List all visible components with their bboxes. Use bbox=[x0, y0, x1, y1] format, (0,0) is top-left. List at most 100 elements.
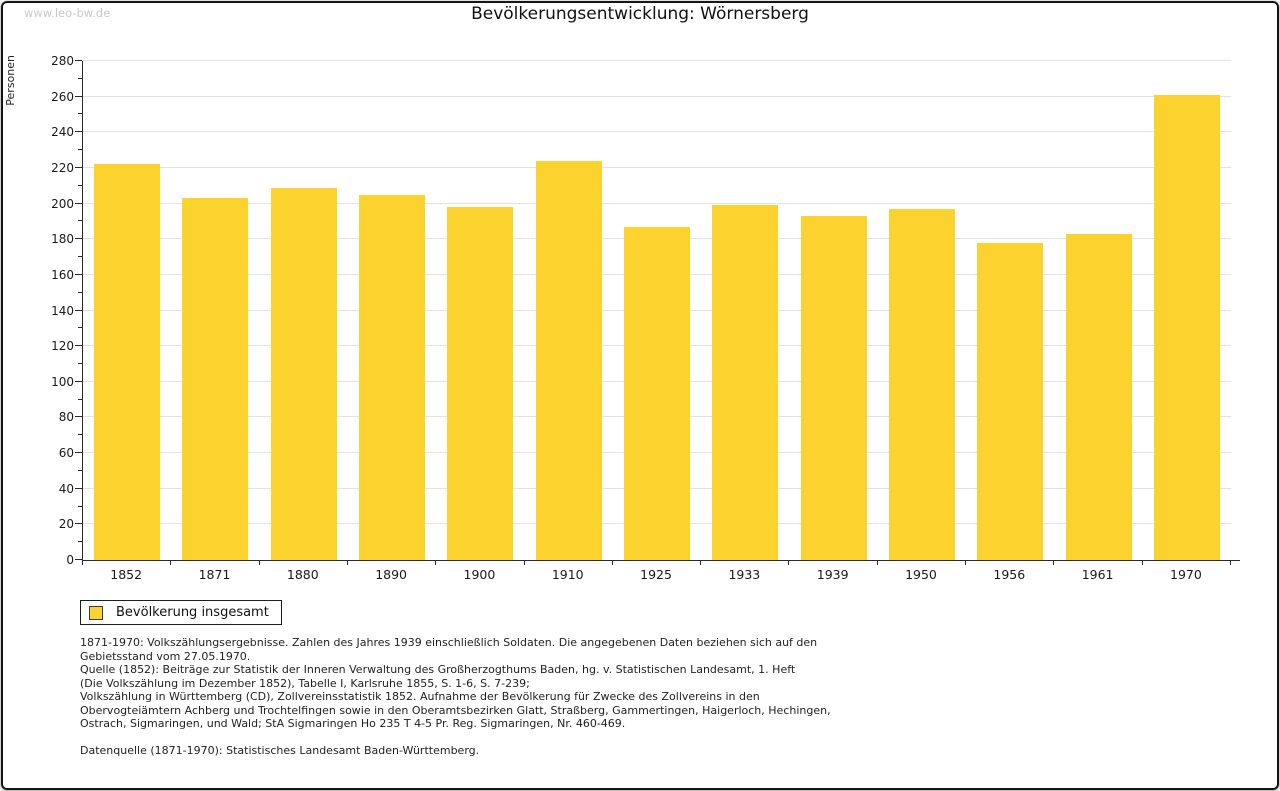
bar bbox=[800, 216, 867, 560]
bar bbox=[94, 164, 161, 560]
y-tick bbox=[75, 523, 82, 525]
x-tick bbox=[82, 561, 83, 565]
x-axis-ticks bbox=[82, 561, 1231, 566]
bar-slot bbox=[83, 61, 171, 560]
legend-swatch-icon bbox=[89, 605, 103, 620]
y-tick bbox=[78, 362, 82, 364]
x-tick-label: 1939 bbox=[816, 567, 849, 582]
y-tick bbox=[78, 256, 82, 258]
gridline bbox=[83, 131, 1231, 133]
y-tick bbox=[75, 416, 82, 418]
y-tick bbox=[78, 327, 82, 329]
y-tick bbox=[78, 505, 82, 507]
y-tick-label: 120 bbox=[51, 339, 74, 354]
x-tick-label: 1933 bbox=[728, 567, 761, 582]
x-tick bbox=[1053, 561, 1055, 565]
bar bbox=[182, 198, 249, 560]
bar bbox=[712, 205, 779, 560]
datasource-line: Datenquelle (1871-1970): Statistisches L… bbox=[80, 744, 480, 757]
y-tick bbox=[75, 273, 82, 275]
x-tick bbox=[346, 561, 348, 565]
y-tick-label: 240 bbox=[51, 125, 74, 140]
y-tick bbox=[78, 77, 82, 79]
footnote-line: Quelle (1852): Beiträge zur Statistik de… bbox=[80, 663, 796, 676]
y-tick bbox=[75, 309, 82, 311]
footnote-line: Obervogteiämtern Achberg und Trochtelfin… bbox=[80, 703, 831, 717]
x-tick bbox=[700, 561, 702, 565]
y-tick bbox=[75, 238, 82, 240]
x-tick bbox=[258, 561, 260, 565]
bar bbox=[624, 226, 691, 560]
bar bbox=[359, 194, 426, 560]
x-axis-line bbox=[82, 560, 1240, 561]
bar-slot bbox=[790, 61, 878, 560]
y-tick-label: 280 bbox=[51, 54, 74, 68]
bar-slot bbox=[613, 61, 701, 560]
x-tick bbox=[1230, 561, 1231, 565]
y-tick bbox=[78, 184, 82, 186]
chart-title: Bevölkerungsentwicklung: Wörnersberg bbox=[471, 4, 809, 24]
x-tick bbox=[876, 561, 878, 565]
footnote-line: Ostrach, Sigmaringen, und Wald; StA Sigm… bbox=[80, 717, 626, 730]
y-tick bbox=[75, 95, 82, 97]
bar-slot bbox=[701, 61, 789, 560]
y-tick bbox=[78, 541, 82, 543]
bar-slot bbox=[966, 61, 1054, 560]
bar-slot bbox=[1143, 61, 1231, 560]
y-tick bbox=[75, 166, 82, 168]
y-tick bbox=[78, 291, 82, 293]
y-tick-label: 40 bbox=[58, 481, 74, 496]
bar-slot bbox=[348, 61, 436, 560]
y-tick-label: 60 bbox=[58, 446, 74, 461]
x-tick bbox=[435, 561, 437, 565]
y-tick-label: 0 bbox=[66, 553, 74, 567]
y-axis-title: Personen bbox=[4, 55, 17, 106]
bar-slot bbox=[878, 61, 966, 560]
y-tick bbox=[78, 220, 82, 222]
watermark: www.leo-bw.de bbox=[24, 6, 111, 20]
footnote-line: Volkszählung in Württemberg (CD), Zollve… bbox=[80, 690, 760, 703]
bar bbox=[270, 187, 337, 560]
y-tick bbox=[78, 469, 82, 471]
x-axis-labels: 1852 1871 1880 1890 1900 1910 1925 1933 1939 1950… bbox=[82, 567, 1230, 582]
y-axis-ticks bbox=[75, 60, 82, 560]
gridline bbox=[83, 202, 1231, 204]
y-tick bbox=[75, 487, 82, 489]
x-tick-label: 1925 bbox=[640, 567, 672, 582]
x-tick-label: 1910 bbox=[551, 567, 584, 582]
y-tick bbox=[78, 434, 82, 436]
x-tick-label: 1880 bbox=[286, 567, 319, 582]
x-tick-label: 1956 bbox=[993, 567, 1026, 582]
bar bbox=[535, 160, 602, 560]
x-tick-label: 1970 bbox=[1170, 567, 1202, 582]
y-tick bbox=[75, 60, 82, 61]
y-tick bbox=[75, 380, 82, 382]
legend-label: Bevölkerung insgesamt bbox=[116, 605, 269, 620]
x-tick bbox=[611, 561, 613, 565]
gridline bbox=[83, 95, 1231, 97]
y-tick bbox=[75, 559, 82, 560]
y-tick bbox=[75, 202, 82, 204]
footnote-line: (Die Volkszählung im Dezember 1852), Tab… bbox=[80, 676, 530, 690]
x-tick bbox=[788, 561, 790, 565]
x-tick-label: 1890 bbox=[375, 567, 407, 582]
x-tick bbox=[170, 561, 172, 565]
y-tick-label: 260 bbox=[51, 89, 74, 104]
x-tick bbox=[523, 561, 525, 565]
gridline bbox=[83, 60, 1231, 61]
bar bbox=[977, 242, 1044, 560]
y-tick bbox=[75, 345, 82, 347]
bar-slot bbox=[171, 61, 259, 560]
y-tick bbox=[75, 452, 82, 454]
y-tick-label: 140 bbox=[51, 303, 74, 318]
footnote-line: Gebietsstand vom 27.05.1970. bbox=[80, 649, 251, 663]
y-tick bbox=[78, 113, 82, 115]
y-tick-label: 80 bbox=[58, 410, 74, 425]
footnote-line: 1871-1970: Volkszählungsergebnisse. Zahl… bbox=[80, 636, 818, 649]
gridline bbox=[83, 166, 1231, 168]
x-tick-label: 1950 bbox=[905, 567, 937, 582]
x-tick-label: 1871 bbox=[198, 567, 231, 582]
bar-slot bbox=[1054, 61, 1142, 560]
y-tick bbox=[78, 398, 82, 400]
y-tick-label: 180 bbox=[51, 232, 74, 247]
